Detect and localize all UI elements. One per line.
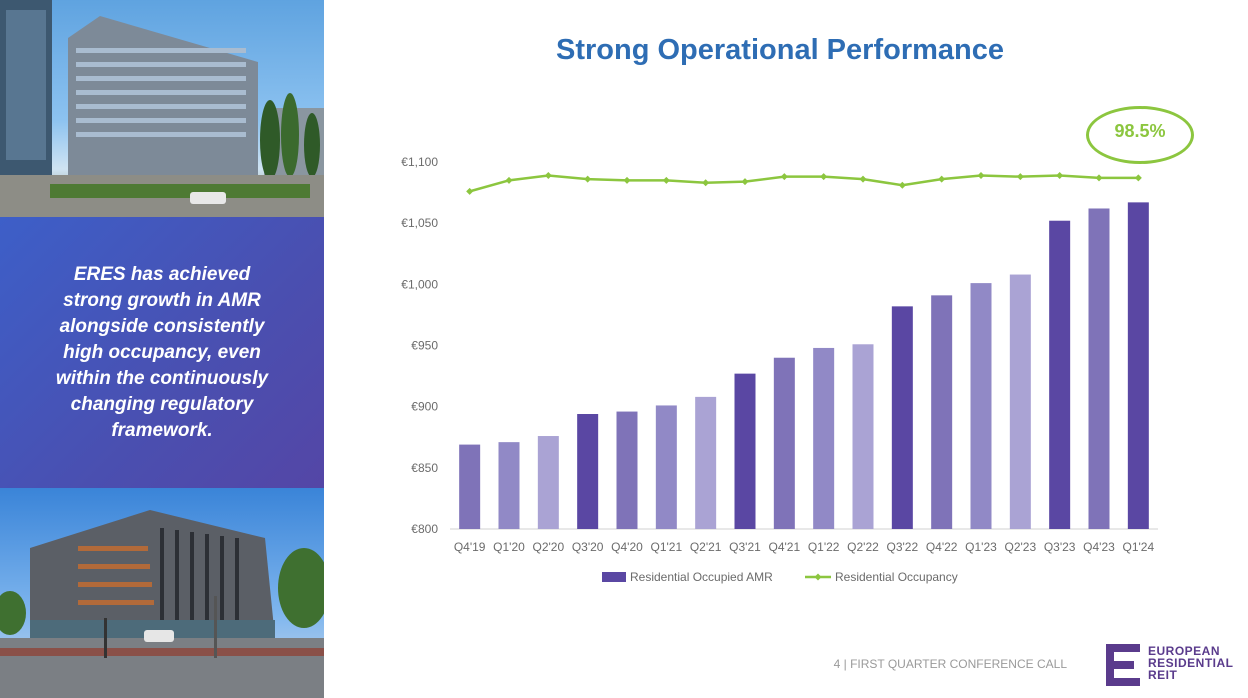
y-tick-label: €850 xyxy=(411,461,438,475)
occupancy-point xyxy=(898,181,906,189)
x-tick-label: Q2'22 xyxy=(847,540,879,554)
x-tick-label: Q4'21 xyxy=(769,540,801,554)
occupancy-point xyxy=(702,179,710,187)
page-footer: 4 | FIRST QUARTER CONFERENCE CALL xyxy=(833,657,1067,671)
y-tick-label: €1,050 xyxy=(401,216,438,230)
legend-label-amr: Residential Occupied AMR xyxy=(630,570,773,584)
y-tick-label: €1,100 xyxy=(401,155,438,169)
logo-text: EUROPEAN RESIDENTIAL REIT xyxy=(1148,644,1234,682)
legend-label-occupancy: Residential Occupancy xyxy=(835,570,958,584)
amr-bar xyxy=(695,396,717,529)
occupancy-callout-value: 98.5% xyxy=(1114,121,1166,141)
occupancy-point xyxy=(977,171,985,179)
amr-bar xyxy=(813,347,835,529)
occupancy-point xyxy=(1095,174,1103,182)
legend-swatch-amr xyxy=(602,572,626,582)
amr-bar xyxy=(734,373,756,529)
x-tick-label: Q1'23 xyxy=(965,540,997,554)
occupancy-point xyxy=(466,187,474,195)
occupancy-point xyxy=(505,176,513,184)
occupancy-point xyxy=(780,173,788,181)
x-tick-label: Q2'21 xyxy=(690,540,722,554)
occupancy-line xyxy=(469,174,1139,193)
x-tick-label: Q4'22 xyxy=(926,540,958,554)
amr-bar xyxy=(459,444,481,529)
x-tick-label: Q1'20 xyxy=(493,540,525,554)
amr-bar xyxy=(655,405,677,529)
summary-panel: ERES has achieved strong growth in AMR a… xyxy=(0,217,324,488)
amr-bar xyxy=(970,283,992,529)
x-tick-label: Q1'24 xyxy=(1123,540,1155,554)
x-tick-label: Q1'22 xyxy=(808,540,840,554)
amr-bar xyxy=(616,411,638,529)
occupancy-point xyxy=(662,176,670,184)
amr-bar xyxy=(1049,220,1071,529)
amr-bar xyxy=(537,436,559,529)
x-tick-label: Q1'21 xyxy=(651,540,683,554)
occupancy-point xyxy=(1056,171,1064,179)
company-logo: EUROPEAN RESIDENTIAL REIT xyxy=(1104,640,1244,690)
occupancy-point xyxy=(938,175,946,183)
y-tick-label: €950 xyxy=(411,339,438,353)
occupancy-point xyxy=(1134,174,1142,182)
amr-bar xyxy=(931,295,953,529)
building-photo-top xyxy=(0,0,324,217)
amr-bar xyxy=(1009,274,1031,529)
amr-bar xyxy=(1088,208,1110,529)
occupancy-callout-ellipse xyxy=(1086,106,1194,164)
occupancy-point xyxy=(820,173,828,181)
amr-bar xyxy=(891,306,913,529)
legend-marker-occupancy xyxy=(814,573,822,581)
x-tick-label: Q4'20 xyxy=(611,540,643,554)
x-tick-label: Q3'21 xyxy=(729,540,761,554)
occupancy-point xyxy=(859,175,867,183)
y-tick-label: €800 xyxy=(411,522,438,536)
occupancy-point xyxy=(584,175,592,183)
left-column: ERES has achieved strong growth in AMR a… xyxy=(0,0,324,698)
y-tick-label: €1,000 xyxy=(401,277,438,291)
y-tick-label: €900 xyxy=(411,400,438,414)
summary-text: ERES has achieved strong growth in AMR a… xyxy=(55,263,269,441)
x-tick-label: Q2'20 xyxy=(533,540,565,554)
amr-bar xyxy=(773,357,795,529)
occupancy-point xyxy=(741,178,749,186)
x-tick-label: Q3'23 xyxy=(1044,540,1076,554)
amr-bar xyxy=(498,442,520,529)
amr-bar xyxy=(852,344,874,529)
slide-title: Strong Operational Performance xyxy=(556,34,1004,66)
x-tick-label: Q2'23 xyxy=(1005,540,1037,554)
x-tick-label: Q3'20 xyxy=(572,540,604,554)
building-photo-top-drawing xyxy=(0,0,324,217)
occupancy-point xyxy=(623,176,631,184)
amr-bar xyxy=(1127,202,1149,529)
x-tick-label: Q4'19 xyxy=(454,540,486,554)
building-photo-bottom-drawing xyxy=(0,510,324,698)
amr-occupancy-chart: €800 €850 €900 €950 €1,000 €1,050 €1,100 Q4'19 Q… xyxy=(401,155,1158,584)
logo-mark-icon xyxy=(1106,644,1140,686)
occupancy-point xyxy=(1016,173,1024,181)
x-tick-label: Q3'22 xyxy=(887,540,919,554)
x-tick-label: Q4'23 xyxy=(1083,540,1115,554)
occupancy-point xyxy=(544,171,552,179)
building-photo-bottom xyxy=(0,488,324,698)
amr-bar xyxy=(577,414,599,529)
